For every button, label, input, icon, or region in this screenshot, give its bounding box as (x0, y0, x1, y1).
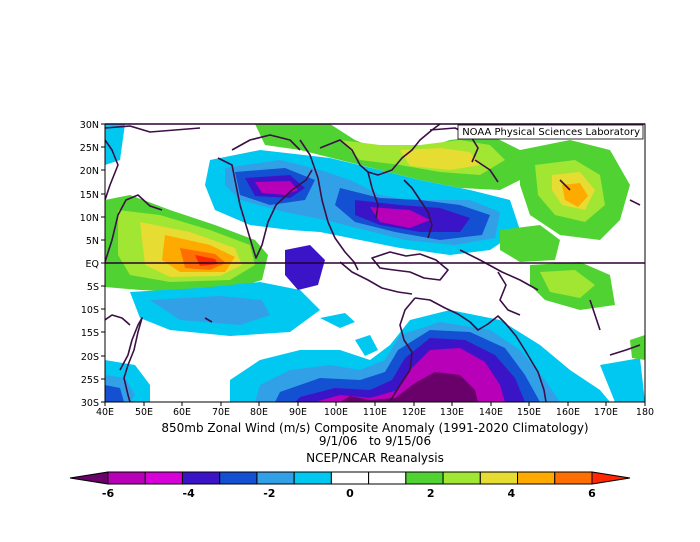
colorbar-right-arrow (591, 471, 631, 485)
lon-label: 80E (250, 407, 268, 418)
colorbar-tick-label: -4 (183, 487, 196, 500)
latitude-ticks (101, 123, 105, 403)
colorbar-swatch (442, 471, 481, 485)
lon-label: 160E (556, 407, 580, 418)
colorbar-swatch (256, 471, 295, 485)
date-range: 9/1/06 to 9/15/06 (319, 434, 431, 448)
lon-label: 70E (212, 407, 230, 418)
colorbar-tick-label: 0 (346, 487, 354, 500)
lat-label: 5N (86, 236, 99, 247)
colorbar-swatch (554, 471, 593, 485)
longitude-ticks (104, 402, 646, 406)
lon-label: 170E (594, 407, 618, 418)
positive-anomaly-north (255, 124, 630, 310)
lon-label: 40E (96, 407, 114, 418)
colorbar-swatch (144, 471, 183, 485)
lon-label: 50E (135, 407, 153, 418)
colorbar-tick-label: 6 (588, 487, 596, 500)
negative-anomaly-south (105, 124, 645, 402)
colorbar-left-arrow (69, 471, 109, 485)
lat-label: 30N (80, 120, 99, 131)
lon-label: 140E (479, 407, 503, 418)
colorbar-swatch (107, 471, 146, 485)
colorbar-swatch (479, 471, 519, 485)
lon-label: 90E (289, 407, 307, 418)
lat-label: 5S (87, 282, 99, 293)
lat-label: 25N (80, 143, 99, 154)
lat-label: 15S (81, 328, 99, 339)
lat-label: 15N (80, 190, 99, 201)
lon-label: 120E (402, 407, 426, 418)
longitude-labels: 40E 50E 60E 70E 80E 90E 100E 110E 120E 1… (96, 407, 654, 418)
figure-title: 850mb Zonal Wind (m/s) Composite Anomaly… (161, 421, 588, 435)
credit-box: NOAA Physical Sciences Laboratory (457, 124, 644, 140)
lat-label: 30S (81, 398, 99, 409)
colorbar-swatch (293, 471, 332, 485)
lon-label: 100E (324, 407, 348, 418)
lon-label: 130E (440, 407, 464, 418)
colorbar-swatch (181, 471, 221, 485)
credit-text: NOAA Physical Sciences Laboratory (462, 127, 640, 138)
colorbar-swatch (330, 471, 370, 485)
coastlines (105, 124, 641, 402)
data-source: NCEP/NCAR Reanalysis (306, 451, 444, 465)
colorbar-tick-label: 2 (427, 487, 435, 500)
colorbar-tick-label: -2 (263, 487, 275, 500)
lon-label: 150E (517, 407, 541, 418)
map-plot-area (105, 124, 645, 402)
lat-label: 10S (81, 305, 99, 316)
lon-label: 180 (636, 407, 654, 418)
colorbar-tick-label: -6 (102, 487, 115, 500)
colorbar-swatch (368, 471, 407, 485)
lon-label: 60E (173, 407, 191, 418)
lat-label: 20S (81, 352, 99, 363)
latitude-labels: 30N 25N 20N 15N 10N 5N EQ 5S 10S 15S 20S… (80, 120, 99, 409)
colorbar-swatch (405, 471, 444, 485)
colorbar-swatch (517, 471, 556, 485)
lat-label: 10N (80, 213, 99, 224)
colorbar-swatch (219, 471, 258, 485)
colorbar: -6 -4 -2 0 2 4 6 (69, 471, 631, 500)
lat-label: EQ (86, 259, 99, 270)
lat-label: 20N (80, 166, 99, 177)
negative-anomaly-south-arabian-sea (130, 282, 320, 336)
lat-label: 25S (81, 375, 99, 386)
lon-label: 110E (363, 407, 387, 418)
colorbar-tick-label: 4 (508, 487, 516, 500)
